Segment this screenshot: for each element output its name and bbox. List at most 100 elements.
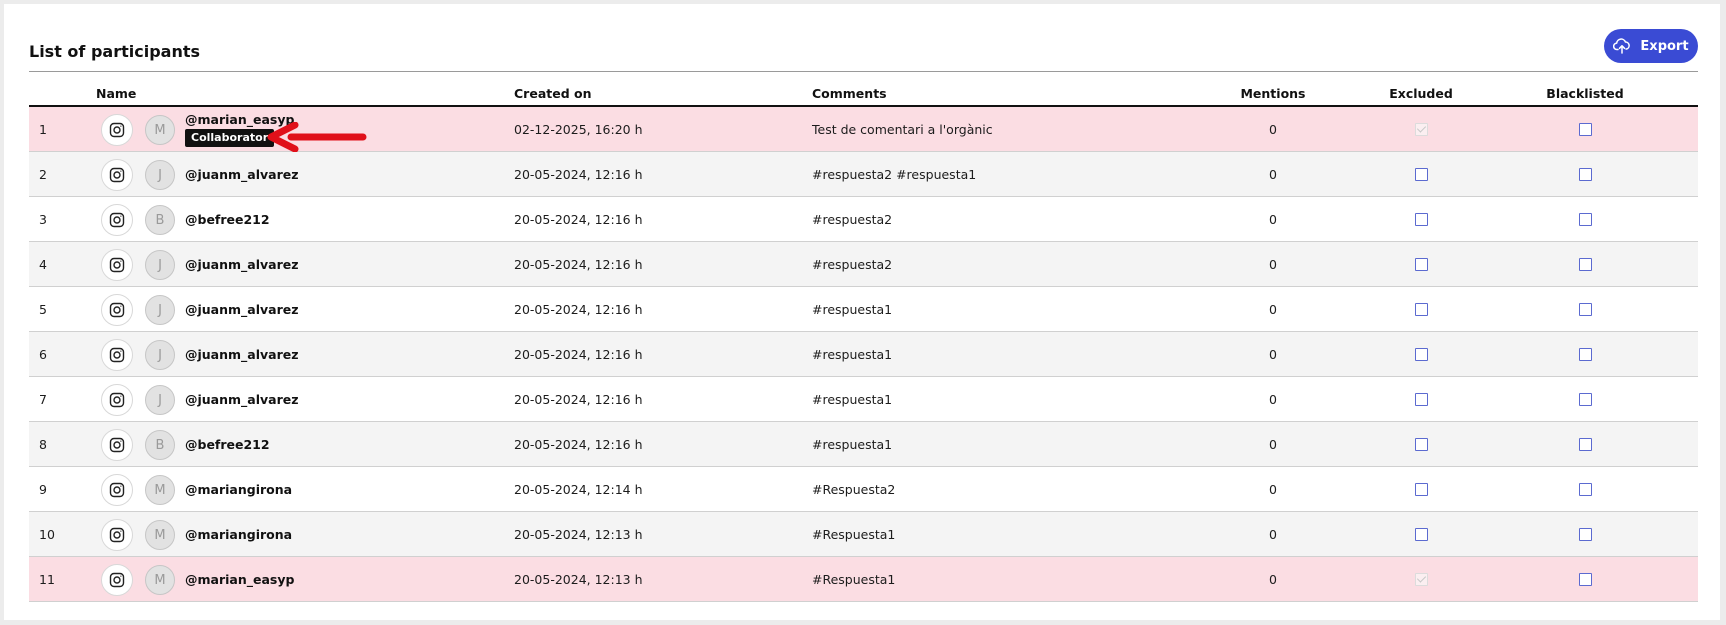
excluded-cell	[1406, 332, 1436, 377]
excluded-cell	[1406, 197, 1436, 242]
excluded-checkbox[interactable]	[1414, 123, 1428, 136]
cloud-upload-icon	[1613, 38, 1631, 54]
instagram-icon[interactable]	[101, 474, 133, 506]
participant-handle[interactable]: @mariangirona	[185, 482, 293, 497]
instagram-icon[interactable]	[101, 114, 133, 146]
instagram-icon[interactable]	[101, 159, 133, 191]
participant-handle[interactable]: @marian_easyp	[185, 112, 295, 127]
participant-handle[interactable]: @juanm_alvarez	[185, 347, 299, 362]
export-button[interactable]: Export	[1604, 29, 1698, 63]
comment-text: #respuesta2	[812, 212, 893, 227]
instagram-icon[interactable]	[101, 204, 133, 236]
avatar[interactable]: J	[145, 250, 175, 280]
comment-text: #respuesta1	[812, 392, 893, 407]
participant-handle[interactable]: @befree212	[185, 437, 270, 452]
blacklisted-checkbox[interactable]	[1578, 483, 1592, 496]
blacklisted-checkbox[interactable]	[1578, 213, 1592, 226]
participant-handle[interactable]: @juanm_alvarez	[185, 257, 299, 272]
blacklisted-checkbox[interactable]	[1578, 573, 1592, 586]
avatar[interactable]: J	[145, 385, 175, 415]
row-number: 9	[39, 482, 47, 497]
participant-handle[interactable]: @juanm_alvarez	[185, 167, 299, 182]
blacklisted-checkbox[interactable]	[1578, 393, 1592, 406]
blacklisted-cell	[1570, 242, 1600, 287]
row-number: 2	[39, 167, 47, 182]
comment-text: #respuesta2 #respuesta1	[812, 167, 977, 182]
excluded-checkbox[interactable]	[1414, 258, 1428, 271]
column-header-mentions[interactable]: Mentions	[1240, 86, 1306, 101]
excluded-checkbox[interactable]	[1414, 528, 1428, 541]
avatar[interactable]: J	[145, 340, 175, 370]
table-row: 1 M @marian_easyp Collaborator 02-12-2025, 1…	[29, 107, 1698, 153]
instagram-icon[interactable]	[101, 429, 133, 461]
blacklisted-cell	[1570, 422, 1600, 467]
table-row: 4 J @juanm_alvarez 20-05-2024, 12:16 h #resp…	[29, 242, 1698, 287]
column-header-name[interactable]: Name	[96, 86, 137, 101]
excluded-checkbox[interactable]	[1414, 348, 1428, 361]
blacklisted-checkbox[interactable]	[1578, 123, 1592, 136]
mentions-count: 0	[1269, 482, 1277, 497]
excluded-checkbox[interactable]	[1414, 573, 1428, 586]
comment-text: #respuesta2	[812, 257, 893, 272]
avatar[interactable]: M	[145, 520, 175, 550]
blacklisted-checkbox[interactable]	[1578, 303, 1592, 316]
row-number: 4	[39, 257, 47, 272]
instagram-icon[interactable]	[101, 384, 133, 416]
column-header-excluded[interactable]: Excluded	[1389, 86, 1453, 101]
export-label: Export	[1640, 38, 1689, 54]
column-header-comments[interactable]: Comments	[812, 86, 887, 101]
instagram-icon[interactable]	[101, 519, 133, 551]
participant-handle[interactable]: @marian_easyp	[185, 572, 295, 587]
blacklisted-cell	[1570, 467, 1600, 512]
blacklisted-checkbox[interactable]	[1578, 258, 1592, 271]
created-on: 20-05-2024, 12:13 h	[514, 572, 643, 587]
blacklisted-cell	[1570, 332, 1600, 377]
instagram-icon[interactable]	[101, 339, 133, 371]
excluded-cell	[1406, 377, 1436, 422]
collaborator-badge: Collaborator	[185, 129, 275, 147]
table-body: 1 M @marian_easyp Collaborator 02-12-2025, 1…	[29, 107, 1698, 602]
avatar[interactable]: J	[145, 160, 175, 190]
excluded-checkbox[interactable]	[1414, 213, 1428, 226]
avatar[interactable]: B	[145, 205, 175, 235]
avatar[interactable]: M	[145, 565, 175, 595]
created-on: 20-05-2024, 12:16 h	[514, 257, 643, 272]
row-number: 10	[39, 527, 55, 542]
blacklisted-cell	[1570, 377, 1600, 422]
avatar[interactable]: M	[145, 115, 175, 145]
blacklisted-checkbox[interactable]	[1578, 528, 1592, 541]
comment-text: Test de comentari a l'orgànic	[812, 122, 993, 137]
participant-handle[interactable]: @juanm_alvarez	[185, 392, 299, 407]
instagram-icon[interactable]	[101, 249, 133, 281]
comment-text: #respuesta1	[812, 347, 893, 362]
excluded-checkbox[interactable]	[1414, 483, 1428, 496]
excluded-checkbox[interactable]	[1414, 393, 1428, 406]
column-header-blacklisted[interactable]: Blacklisted	[1546, 86, 1624, 101]
comment-text: #Respuesta1	[812, 527, 896, 542]
excluded-cell	[1406, 152, 1436, 197]
blacklisted-checkbox[interactable]	[1578, 348, 1592, 361]
instagram-icon[interactable]	[101, 564, 133, 596]
instagram-icon[interactable]	[101, 294, 133, 326]
blacklisted-checkbox[interactable]	[1578, 438, 1592, 451]
mentions-count: 0	[1269, 212, 1277, 227]
mentions-count: 0	[1269, 392, 1277, 407]
table-row: 8 B @befree212 20-05-2024, 12:16 h #respuest…	[29, 422, 1698, 467]
participant-handle[interactable]: @juanm_alvarez	[185, 302, 299, 317]
participant-handle[interactable]: @mariangirona	[185, 527, 293, 542]
excluded-checkbox[interactable]	[1414, 303, 1428, 316]
created-on: 20-05-2024, 12:16 h	[514, 167, 643, 182]
avatar[interactable]: B	[145, 430, 175, 460]
excluded-checkbox[interactable]	[1414, 168, 1428, 181]
excluded-cell	[1406, 557, 1436, 602]
participant-handle[interactable]: @befree212	[185, 212, 270, 227]
mentions-count: 0	[1269, 122, 1277, 137]
column-header-created-on[interactable]: Created on	[514, 86, 592, 101]
row-number: 8	[39, 437, 47, 452]
avatar[interactable]: J	[145, 295, 175, 325]
avatar[interactable]: M	[145, 475, 175, 505]
blacklisted-checkbox[interactable]	[1578, 168, 1592, 181]
excluded-checkbox[interactable]	[1414, 438, 1428, 451]
table-row: 3 B @befree212 20-05-2024, 12:16 h #respuest…	[29, 197, 1698, 242]
mentions-count: 0	[1269, 347, 1277, 362]
